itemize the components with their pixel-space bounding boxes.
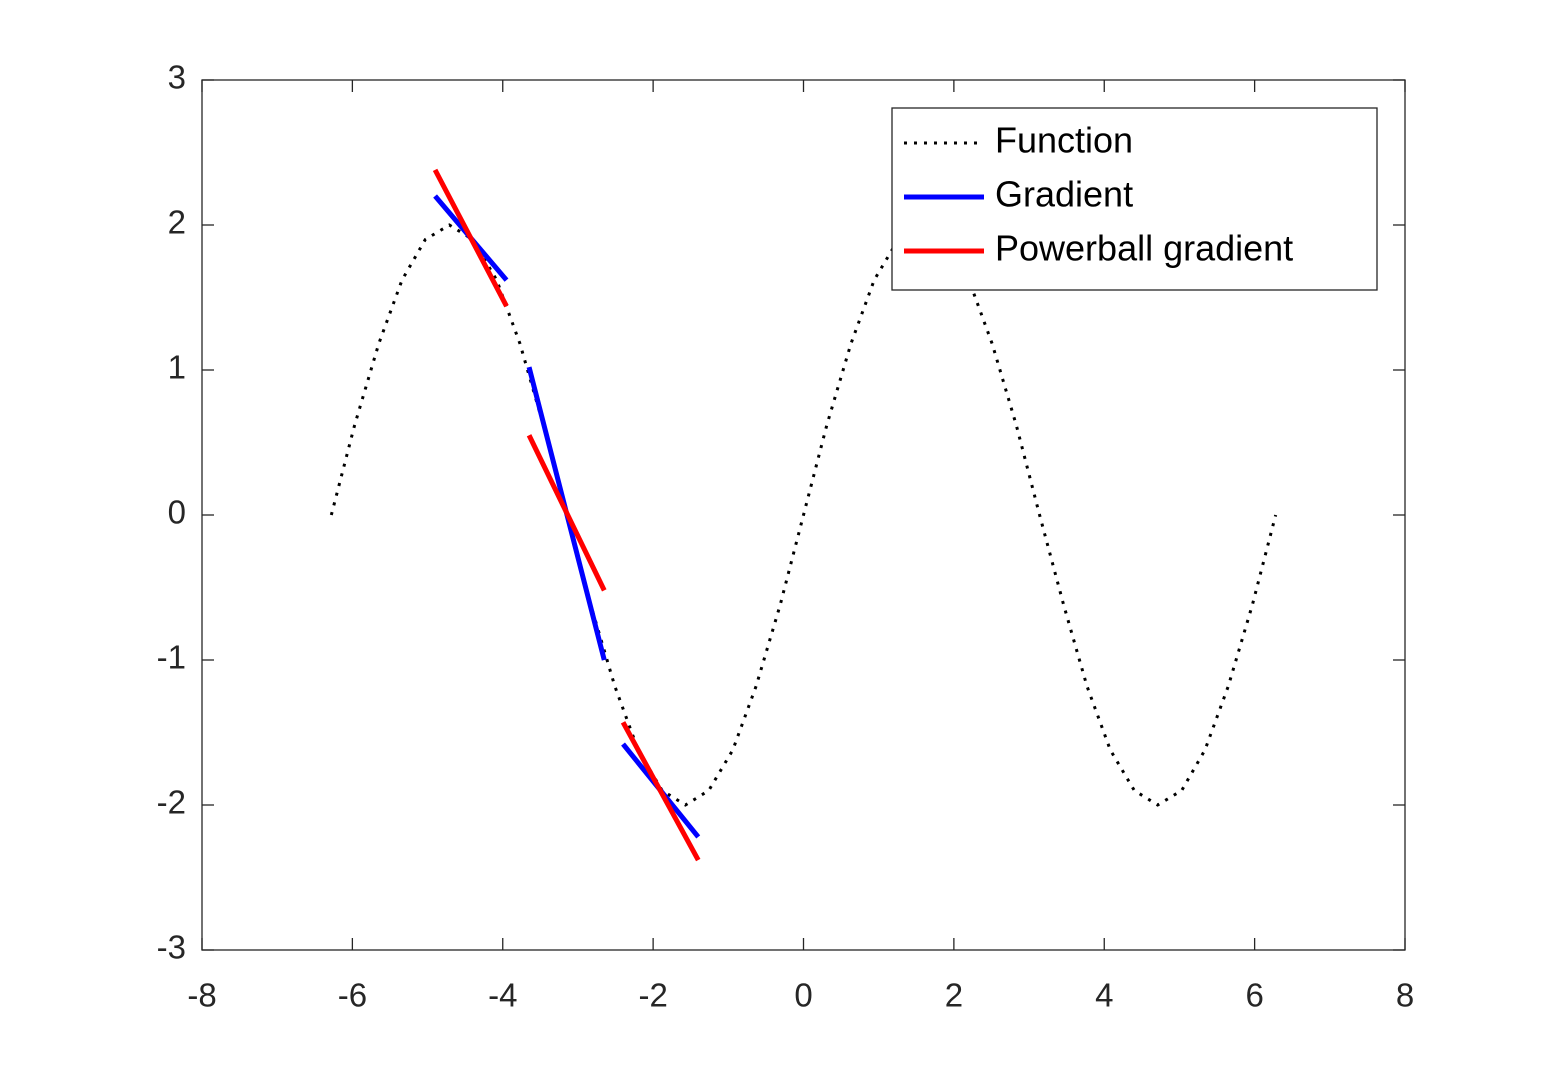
- x-tick-label: 4: [1095, 977, 1113, 1014]
- x-tick-label: 8: [1396, 977, 1414, 1014]
- y-tick-label: 3: [168, 59, 186, 96]
- x-tick-label: -8: [187, 977, 216, 1014]
- legend: Function Gradient Powerball gradient: [891, 107, 1378, 291]
- y-tick-label: 0: [168, 494, 186, 531]
- legend-label: Function: [995, 120, 1133, 161]
- x-tick-label: -4: [488, 977, 517, 1014]
- legend-label: Gradient: [995, 174, 1133, 215]
- series-line: [432, 168, 701, 862]
- series-line: [329, 223, 1278, 807]
- x-tick-label: 0: [794, 977, 812, 1014]
- y-tick-label: -2: [157, 784, 186, 821]
- legend-label: Powerball gradient: [995, 228, 1293, 269]
- y-tick-label: 2: [168, 204, 186, 241]
- y-tick-label: 1: [168, 349, 186, 386]
- y-tick-label: -3: [157, 929, 186, 966]
- y-tick-label: -1: [157, 639, 186, 676]
- x-tick-label: -2: [638, 977, 667, 1014]
- x-tick-label: -6: [338, 977, 367, 1014]
- x-tick-label: 2: [945, 977, 963, 1014]
- x-tick-label: 6: [1245, 977, 1263, 1014]
